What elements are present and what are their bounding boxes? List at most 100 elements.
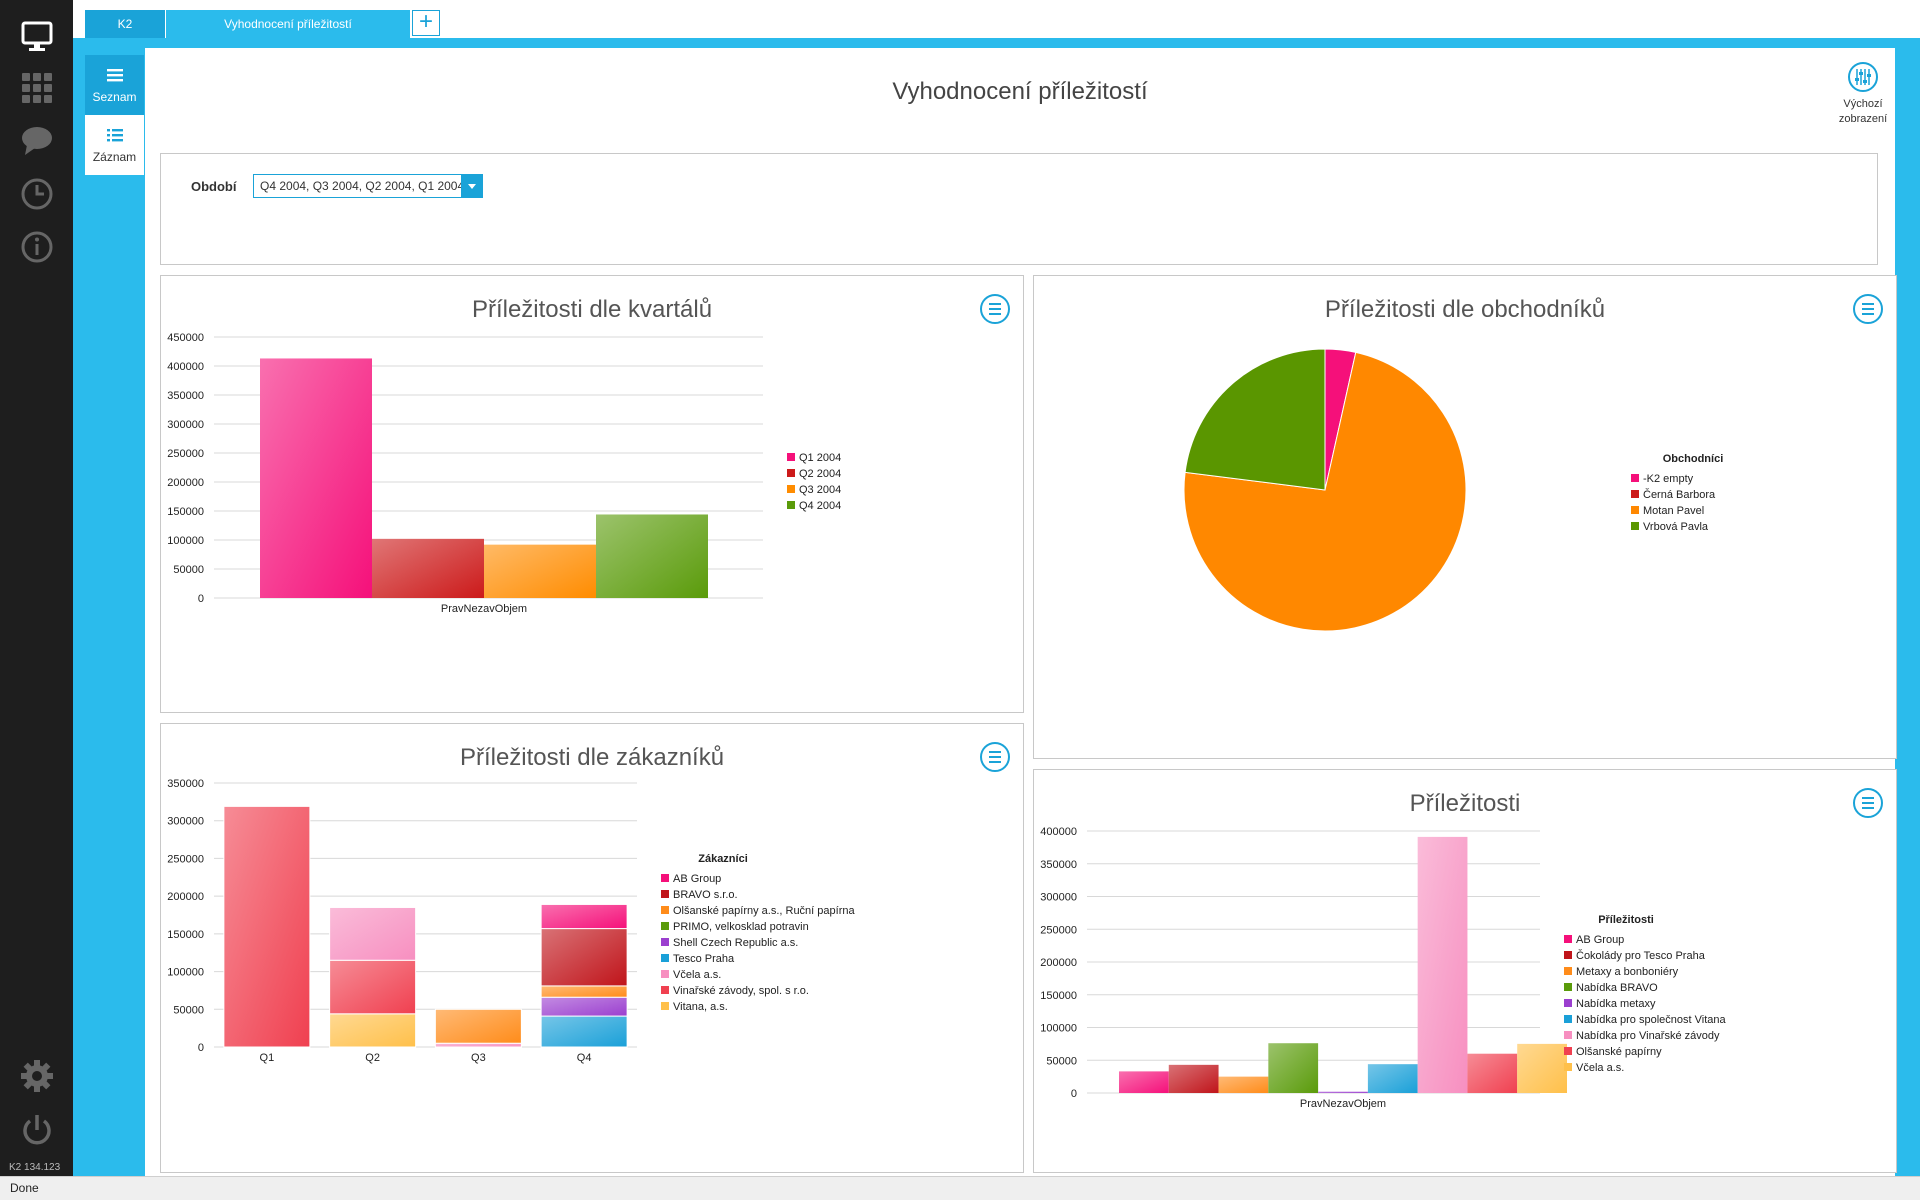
- bar-ab-group: [1119, 1071, 1169, 1093]
- chevron-down-icon[interactable]: [461, 174, 483, 198]
- version-label: K2 134.123: [9, 1162, 61, 1173]
- y-tick-label: 100000: [1040, 1023, 1077, 1035]
- chart-menu-button-sellers[interactable]: [1853, 294, 1883, 324]
- legend-title: Příležitosti: [1598, 914, 1654, 926]
- legend-label-vinarske-zavody-spol-s-r-o: Vinařské závody, spol. s r.o.: [673, 985, 809, 997]
- y-tick-label: 300000: [167, 419, 204, 431]
- bar-segment-olsanske-papirny-a-s-rucni-papirna: [540, 985, 628, 998]
- bar-segment-vitana-a-s: [329, 1013, 417, 1048]
- x-tick-label: Q4: [577, 1052, 592, 1064]
- y-tick-label: 300000: [167, 816, 204, 828]
- bar-q1-2004: [260, 358, 372, 598]
- legend-label-tesco-praha: Tesco Praha: [673, 953, 735, 965]
- legend-label-motan-pavel: Motan Pavel: [1643, 505, 1704, 517]
- view-tab-list-label: Seznam: [92, 90, 137, 104]
- bar-cokolady-pro-tesco-praha: [1168, 1064, 1219, 1093]
- bar-segment-vinarske-zavody-spol-s-r-o: [223, 805, 311, 1048]
- default-view-button[interactable]: Výchozí zobrazení: [1833, 62, 1893, 127]
- legend-label-bravo-s-r-o: BRAVO s.r.o.: [673, 889, 738, 901]
- bar-q2-2004: [372, 538, 484, 598]
- legend-label-q2-2004: Q2 2004: [799, 468, 841, 480]
- view-tab-record[interactable]: Záznam: [85, 115, 144, 175]
- x-tick-label: Q3: [471, 1052, 486, 1064]
- legend-label-ab-group: AB Group: [1576, 934, 1624, 946]
- bar-segment-olsanske-papirny-a-s-rucni-papirna: [434, 1008, 522, 1044]
- pie-slice-vrbova-pavla: [1184, 348, 1326, 491]
- chart-menu-button-opportunities[interactable]: [1853, 788, 1883, 818]
- bar-olsanske-papirny: [1467, 1053, 1518, 1093]
- chart-panel-quarters: Příležitosti dle kvartálů 0 50000 100000 15…: [160, 275, 1024, 713]
- history-clock-icon[interactable]: [19, 176, 55, 212]
- x-tick-label: PravNezavObjem: [1300, 1098, 1386, 1110]
- add-tab-button[interactable]: +: [412, 10, 440, 36]
- y-tick-label: 100000: [167, 967, 204, 979]
- bar-metaxy-a-bonboniery: [1218, 1076, 1269, 1093]
- view-tab-record-label: Záznam: [92, 150, 137, 164]
- legend-label-q3-2004: Q3 2004: [799, 484, 841, 496]
- power-icon[interactable]: [19, 1112, 55, 1148]
- bar-nabidka-pro-vinarske-zavody: [1417, 836, 1468, 1093]
- y-tick-label: 350000: [167, 390, 204, 402]
- y-tick-label: 100000: [167, 535, 204, 547]
- chat-icon[interactable]: [19, 123, 55, 159]
- y-tick-label: 0: [1071, 1088, 1077, 1100]
- legend-label-olsanske-papirny: Olšanské papírny: [1576, 1046, 1662, 1058]
- pie-slice-motan-pavel: [1183, 351, 1467, 632]
- legend-label-shell-czech-republic-a-s: Shell Czech Republic a.s.: [673, 937, 798, 949]
- legend-label-nabidka-bravo: Nabídka BRAVO: [1576, 982, 1658, 994]
- legend-label-k2-empty: -K2 empty: [1643, 473, 1694, 485]
- legend-swatch-nabidka-bravo: [1564, 983, 1572, 991]
- y-tick-label: 0: [198, 593, 204, 605]
- main-content: Vyhodnocení příležitostí Výchozí zobraze…: [145, 48, 1897, 1176]
- filter-panel: Období Q4 2004, Q3 2004, Q2 2004, Q1 200…: [160, 153, 1878, 265]
- legend-swatch-nabidka-metaxy: [1564, 999, 1572, 1007]
- bar-vcela-a-s: [1517, 1043, 1567, 1093]
- legend-swatch-cokolady-pro-tesco-praha: [1564, 951, 1572, 959]
- y-tick-label: 150000: [167, 506, 204, 518]
- desktop-icon[interactable]: [19, 18, 55, 54]
- y-tick-label: 250000: [167, 853, 204, 865]
- list-icon: [106, 69, 123, 82]
- tab-vyhodnoceni[interactable]: Vyhodnocení příležitostí: [166, 10, 410, 38]
- legend-label-q4-2004: Q4 2004: [799, 500, 841, 512]
- chart-menu-button-customers[interactable]: [980, 742, 1010, 772]
- view-tab-list[interactable]: Seznam: [85, 55, 144, 115]
- legend-swatch-vcela-a-s: [1564, 1063, 1572, 1071]
- legend-swatch-olsanske-papirny-a-s-rucni-papirna: [661, 906, 669, 914]
- app-sidebar: K2 134.123: [0, 0, 73, 1176]
- x-tick-label: PravNezavObjem: [441, 603, 527, 615]
- y-tick-label: 200000: [167, 891, 204, 903]
- bar-segment-ab-group: [540, 903, 628, 930]
- chart-panel-sellers: Příležitosti dle obchodníků Obchodníci -K…: [1033, 275, 1897, 759]
- legend-swatch-olsanske-papirny: [1564, 1047, 1572, 1055]
- info-icon[interactable]: [19, 229, 55, 265]
- y-tick-label: 300000: [1040, 892, 1077, 904]
- settings-gear-icon[interactable]: [19, 1058, 55, 1094]
- legend-swatch-cerna-barbora: [1631, 490, 1639, 498]
- tab-k2[interactable]: K2: [85, 10, 165, 38]
- y-tick-label: 50000: [1046, 1055, 1077, 1067]
- page-title: Vyhodnocení příležitostí: [892, 78, 1148, 105]
- period-select[interactable]: Q4 2004, Q3 2004, Q2 2004, Q1 2004: [253, 174, 483, 198]
- chart-panel-customers: Příležitosti dle zákazníků 0 50000 100000 1…: [160, 723, 1024, 1173]
- legend-label-nabidka-pro-vinarske-zavody: Nabídka pro Vinařské závody: [1576, 1030, 1720, 1042]
- bar-segment-tesco-praha: [540, 1015, 628, 1048]
- apps-grid-icon[interactable]: [19, 70, 55, 106]
- sliders-icon: [1848, 62, 1878, 92]
- y-tick-label: 150000: [167, 929, 204, 941]
- legend-label-nabidka-pro-spolecnost-vitana: Nabídka pro společnost Vitana: [1576, 1014, 1726, 1026]
- legend-swatch-tesco-praha: [661, 954, 669, 962]
- y-tick-label: 50000: [173, 1004, 204, 1016]
- chart-panel-opportunities: Příležitosti 0 50000 100000 150000 200000 250…: [1033, 769, 1897, 1173]
- chart-menu-button-quarters[interactable]: [980, 294, 1010, 324]
- chart-title-opportunities: Příležitosti: [1409, 790, 1521, 817]
- bar-segment-vinarske-zavody-spol-s-r-o: [329, 959, 417, 1015]
- y-tick-label: 250000: [1040, 924, 1077, 936]
- status-bar: Done: [0, 1176, 1920, 1200]
- legend-swatch-q4-2004: [787, 501, 795, 509]
- x-tick-label: Q2: [365, 1052, 380, 1064]
- legend-swatch-q3-2004: [787, 485, 795, 493]
- default-view-label-1: Výchozí: [1843, 98, 1883, 110]
- y-tick-label: 450000: [167, 332, 204, 344]
- legend-swatch-vinarske-zavody-spol-s-r-o: [661, 986, 669, 994]
